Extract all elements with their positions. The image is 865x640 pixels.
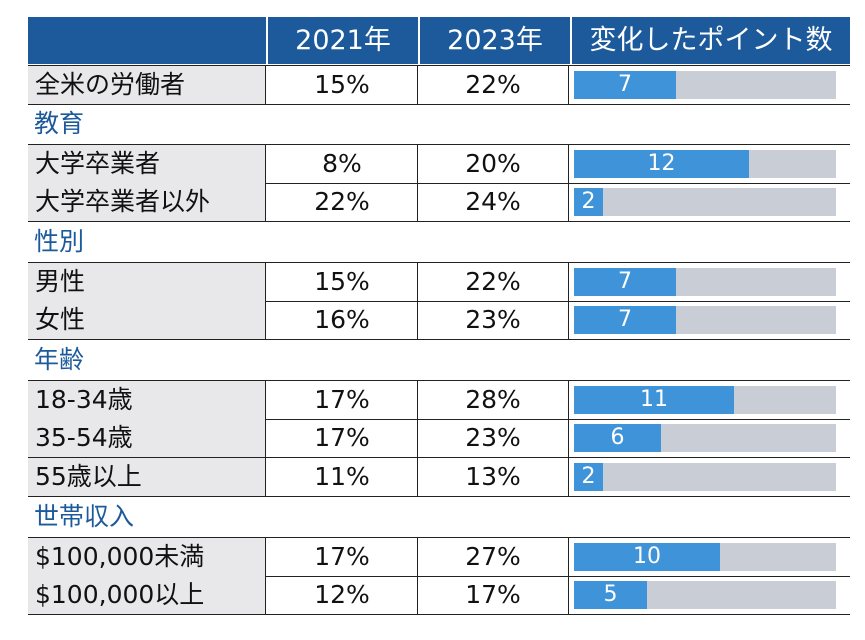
header-separator (266, 17, 268, 64)
section-heading: 年齢 (28, 340, 850, 380)
table-row: $100,000以上 12% 17% 5 (28, 576, 850, 615)
change-bar-cell: 6 (574, 424, 836, 452)
row-label: 大学卒業者 (28, 145, 266, 183)
change-bar (574, 386, 734, 414)
change-bar-cell: 7 (574, 71, 836, 99)
row-label: 男性 (28, 263, 266, 301)
change-bar-label: 10 (633, 544, 661, 569)
table-row: 18-34歳 17% 28% 11 (28, 380, 850, 420)
change-bar (574, 581, 647, 609)
value-2021: 17% (267, 538, 418, 576)
change-bar-cell: 7 (574, 306, 836, 334)
change-bar-cell: 11 (574, 386, 836, 414)
row-label: 女性 (28, 301, 266, 339)
value-2021: 8% (267, 145, 418, 183)
section-label: 年齢 (34, 345, 85, 374)
section-heading: 世帯収入 (28, 497, 850, 537)
change-bar-label: 7 (618, 269, 632, 294)
row-label: 35-54歳 (28, 419, 266, 457)
table-row: 55歳以上 11% 13% 2 (28, 458, 850, 497)
value-2021: 17% (267, 419, 418, 457)
value-2021: 17% (267, 381, 418, 419)
value-2023: 22% (418, 263, 569, 301)
header-label-col (28, 17, 266, 64)
change-bar (574, 71, 676, 99)
value-2023: 17% (418, 576, 569, 614)
header-separator (418, 17, 420, 64)
value-2021: 16% (267, 301, 418, 339)
change-bar-cell: 2 (574, 188, 836, 216)
value-2021: 15% (267, 263, 418, 301)
value-2021: 12% (267, 576, 418, 614)
change-bar-cell: 7 (574, 268, 836, 296)
change-bar (574, 463, 603, 491)
row-label: 全米の労働者 (28, 66, 266, 104)
value-2021: 15% (267, 66, 418, 104)
change-bar-track (574, 188, 836, 216)
row-label: $100,000以上 (28, 576, 266, 614)
header-row: 2021年 2023年 変化したポイント数 (28, 17, 850, 64)
table-row: 男性 15% 22% 7 (28, 262, 850, 302)
change-bar-cell: 12 (574, 150, 836, 178)
header-2023: 2023年 (447, 25, 543, 56)
table-row: 全米の労働者 15% 22% 7 (28, 65, 850, 105)
change-bar-label: 2 (581, 189, 596, 214)
change-bar (574, 188, 603, 216)
change-bar (574, 306, 676, 334)
value-2023: 27% (418, 538, 569, 576)
change-bar-label: 5 (603, 582, 618, 607)
change-bar-label: 2 (581, 464, 596, 489)
table-row: $100,000未満 17% 27% 10 (28, 537, 850, 577)
table-row: 大学卒業者 8% 20% 12 (28, 144, 850, 184)
change-bar-cell: 5 (574, 581, 836, 609)
value-2023: 20% (418, 145, 569, 183)
header-change: 変化したポイント数 (589, 25, 833, 56)
change-bar (574, 150, 749, 178)
header-2021: 2021年 (295, 25, 391, 56)
table-row: 35-54歳 17% 23% 6 (28, 419, 850, 458)
value-2023: 28% (418, 381, 569, 419)
row-label: 18-34歳 (28, 381, 266, 419)
change-bar-label: 12 (647, 151, 676, 176)
row-label: 大学卒業者以外 (28, 183, 266, 221)
section-label: 教育 (34, 109, 85, 138)
header-separator (570, 17, 572, 64)
change-bar (574, 543, 720, 571)
change-bar-label: 11 (640, 387, 668, 412)
value-2023: 13% (418, 458, 569, 496)
change-bar (574, 268, 676, 296)
value-2023: 23% (418, 419, 569, 457)
change-bar-track (574, 463, 836, 491)
value-2023: 22% (418, 66, 569, 104)
section-label: 性別 (34, 227, 85, 256)
value-2023: 23% (418, 301, 569, 339)
change-bar-cell: 2 (574, 463, 836, 491)
change-bar-label: 6 (610, 425, 625, 450)
change-bar-label: 7 (618, 72, 632, 97)
table-row: 大学卒業者以外 22% 24% 2 (28, 183, 850, 222)
change-bar-label: 7 (618, 307, 632, 332)
section-label: 世帯収入 (34, 502, 135, 531)
section-heading: 性別 (28, 222, 850, 262)
row-label: $100,000未満 (28, 538, 266, 576)
row-label: 55歳以上 (28, 458, 266, 496)
value-2023: 24% (418, 183, 569, 221)
value-2021: 11% (267, 458, 418, 496)
change-bar-cell: 10 (574, 543, 836, 571)
change-bar (574, 424, 661, 452)
table-row: 女性 16% 23% 7 (28, 301, 850, 340)
section-heading: 教育 (28, 104, 850, 144)
value-2021: 22% (267, 183, 418, 221)
